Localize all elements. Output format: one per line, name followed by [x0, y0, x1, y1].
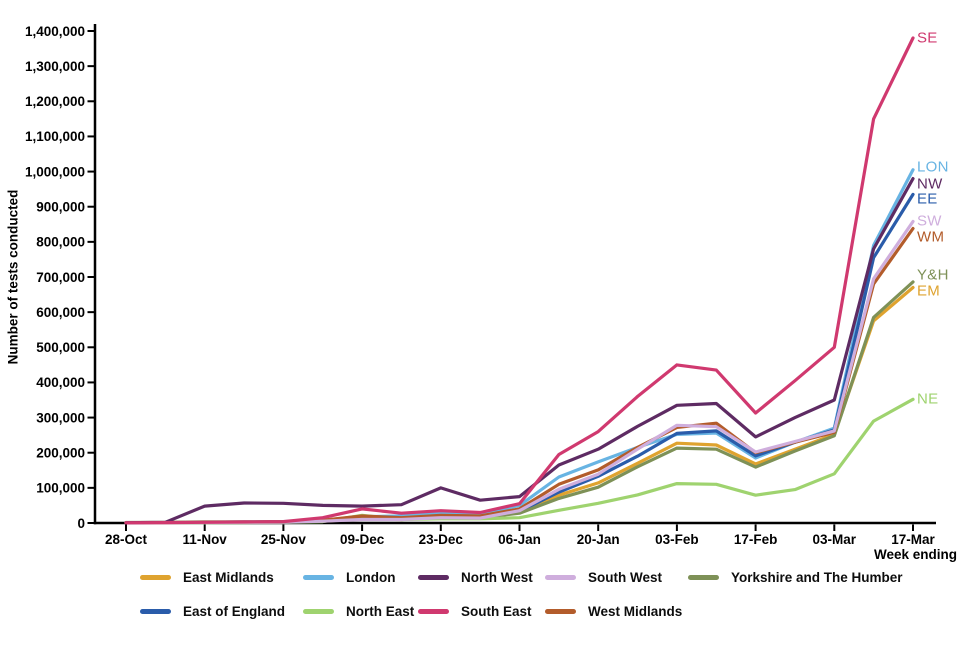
legend-swatch-icon	[418, 609, 449, 614]
x-tick-label: 25-Nov	[261, 532, 307, 547]
end-label-em: EM	[917, 282, 941, 300]
legend-swatch-icon	[140, 609, 171, 614]
legend-label: East Midlands	[183, 570, 274, 585]
y-tick-label: 1,100,000	[25, 129, 85, 144]
series-line-east-of-england	[124, 192, 915, 525]
series-line-east-midlands	[124, 285, 915, 525]
end-label-lon: LON	[917, 158, 949, 176]
y-tick-label: 600,000	[36, 305, 85, 320]
legend-item-north-west: North West	[418, 570, 533, 585]
x-tick-label: 17-Mar	[891, 532, 935, 547]
y-tick-label: 300,000	[36, 410, 85, 425]
legend-item-yorkshire-and-the-humber: Yorkshire and The Humber	[688, 570, 903, 585]
y-tick-label: 900,000	[36, 200, 85, 215]
legend-label: Yorkshire and The Humber	[731, 570, 903, 585]
x-tick-label: 09-Dec	[340, 532, 385, 547]
y-tick-label: 0	[77, 516, 85, 531]
x-tick-label: 17-Feb	[734, 532, 778, 547]
series-line-london	[124, 168, 915, 525]
legend-label: West Midlands	[588, 604, 683, 619]
end-label-se: SE	[917, 29, 938, 47]
end-label-ee: EE	[917, 190, 938, 208]
legend-item-south-west: South West	[545, 570, 662, 585]
y-tick-label: 1,200,000	[25, 94, 85, 109]
end-label-nw: NW	[917, 175, 943, 193]
end-label-ne: NE	[917, 390, 939, 408]
y-tick-label: 1,400,000	[25, 24, 85, 39]
series-line-south-east	[124, 36, 915, 525]
legend-label: North West	[461, 570, 533, 585]
legend-item-north-east: North East	[303, 604, 414, 619]
x-tick-label: 03-Mar	[813, 532, 857, 547]
x-tick-label: 06-Jan	[498, 532, 541, 547]
y-tick-label: 1,000,000	[25, 164, 85, 179]
series-line-yorkshire-and-the-humber	[124, 280, 915, 525]
legend-swatch-icon	[303, 609, 334, 614]
legend-label: North East	[346, 604, 415, 619]
series-line-south-west	[124, 219, 915, 525]
y-tick-label: 500,000	[36, 340, 85, 355]
legend-swatch-icon	[545, 609, 576, 614]
series-line-west-midlands	[124, 226, 915, 525]
legend-item-east-of-england: East of England	[140, 604, 285, 619]
legend-label: East of England	[183, 604, 286, 619]
legend-item-london: London	[303, 570, 395, 585]
legend-label: London	[346, 570, 396, 585]
legend-swatch-icon	[418, 575, 449, 580]
x-tick-label: 03-Feb	[655, 532, 699, 547]
legend-item-east-midlands: East Midlands	[140, 570, 274, 585]
x-tick-label: 20-Jan	[577, 532, 620, 547]
x-tick-label: 11-Nov	[183, 532, 228, 547]
legend-swatch-icon	[688, 575, 719, 580]
y-tick-label: 200,000	[36, 446, 85, 461]
y-tick-label: 700,000	[36, 270, 85, 285]
y-axis-title: Number of tests conducted	[5, 189, 21, 365]
y-tick-label: 1,300,000	[25, 59, 85, 74]
y-tick-label: 400,000	[36, 375, 85, 390]
series-line-north-west	[124, 177, 915, 525]
y-tick-label: 800,000	[36, 235, 85, 250]
x-tick-label: 28-Oct	[105, 532, 148, 547]
legend-item-south-east: South East	[418, 604, 532, 619]
legend-swatch-icon	[545, 575, 576, 580]
legend-swatch-icon	[140, 575, 171, 580]
end-label-yh: Y&H	[917, 266, 949, 284]
x-axis-title: Week ending	[873, 547, 957, 562]
legend-label: South East	[461, 604, 532, 619]
end-label-wm: WM	[917, 228, 945, 245]
x-tick-label: 23-Dec	[419, 532, 464, 547]
legend-label: South West	[588, 570, 662, 585]
legend-swatch-icon	[303, 575, 334, 580]
end-label-sw: SW	[917, 212, 942, 230]
y-tick-label: 100,000	[36, 481, 85, 496]
legend-item-west-midlands: West Midlands	[545, 604, 682, 619]
